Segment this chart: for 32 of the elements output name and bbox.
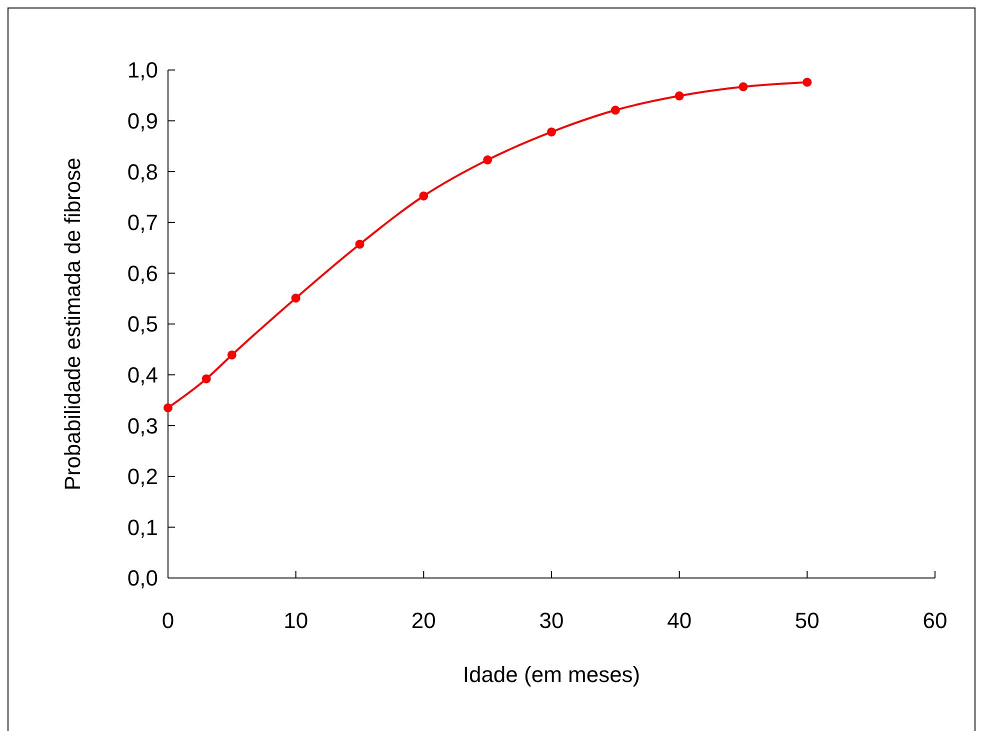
x-tick-label: 40	[667, 608, 692, 633]
y-tick-label: 0,9	[127, 108, 158, 134]
y-tick-label: 0,8	[127, 159, 158, 184]
x-tick-label: 50	[794, 608, 820, 633]
point	[164, 403, 172, 412]
point	[547, 127, 556, 136]
y-tick-label: 0,5	[127, 312, 158, 337]
point	[291, 294, 300, 303]
x-axis-title: Idade (em meses)	[462, 662, 640, 687]
point	[355, 240, 364, 249]
point	[202, 374, 211, 384]
y-axis-title: Probabilidade estimada de fibrose	[60, 158, 85, 490]
point	[802, 78, 812, 87]
point	[674, 91, 684, 100]
point	[227, 350, 236, 360]
y-tick-label: 0,2	[127, 464, 158, 490]
point	[738, 82, 748, 92]
y-tick-label: 0,0	[127, 566, 158, 591]
x-tick-label: 10	[284, 608, 308, 633]
point	[419, 191, 428, 200]
y-tick-label: 0,4	[127, 362, 158, 388]
y-tick-label: 0,3	[127, 413, 158, 438]
x-tick-label: 20	[411, 608, 436, 633]
x-tick-label: 60	[922, 608, 948, 633]
point	[610, 106, 620, 115]
y-tick-label: 0,1	[127, 514, 158, 540]
point	[483, 155, 492, 164]
y-tick-label: 1,0	[127, 58, 158, 83]
x-tick-label: 30	[539, 608, 564, 633]
x-tick-label: 0	[162, 608, 174, 633]
y-tick-label: 0,6	[127, 260, 158, 286]
y-tick-label: 0,7	[127, 210, 158, 236]
